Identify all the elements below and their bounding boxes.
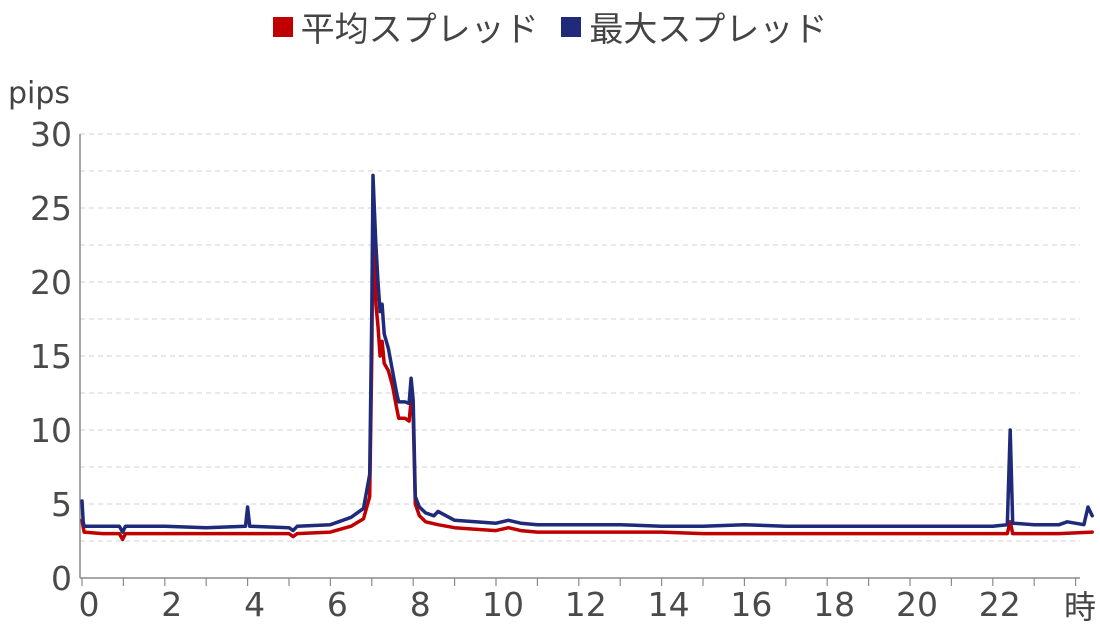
y-tick-label: 0 [51, 559, 72, 598]
x-tick-label: 16 [730, 585, 772, 620]
x-tick-label: 14 [648, 585, 690, 620]
y-tick-label: 20 [30, 263, 72, 302]
series-line-average [80, 206, 1094, 542]
y-tick-label: 30 [30, 115, 72, 154]
x-tick-label: 6 [327, 585, 348, 620]
x-tick-label: 4 [244, 585, 265, 620]
legend-swatch-max [561, 16, 582, 37]
x-tick-label: 10 [482, 585, 524, 620]
x-tick-label: 12 [565, 585, 607, 620]
series-line-max [80, 173, 1094, 534]
legend-swatch-average [272, 16, 293, 37]
legend-item-average: 平均スプレッド [272, 2, 539, 51]
x-tick-label: 0 [79, 585, 100, 620]
y-tick-label: 15 [30, 337, 72, 376]
x-tick-label: 18 [813, 585, 855, 620]
x-tick-label: 20 [896, 585, 938, 620]
y-axis-label: pips [8, 76, 71, 111]
y-tick-label: 25 [30, 189, 72, 228]
x-tick-label: 8 [410, 585, 431, 620]
y-tick-label: 10 [30, 411, 72, 450]
x-tick-label: 22 [979, 585, 1021, 620]
legend: 平均スプレッド 最大スプレッド [0, 2, 1100, 51]
x-tick-label: 2 [161, 585, 182, 620]
legend-label-average: 平均スプレッド [300, 10, 539, 50]
legend-label-max: 最大スプレッド [589, 10, 828, 50]
legend-item-max: 最大スプレッド [561, 2, 827, 51]
y-tick-label: 5 [51, 485, 72, 524]
